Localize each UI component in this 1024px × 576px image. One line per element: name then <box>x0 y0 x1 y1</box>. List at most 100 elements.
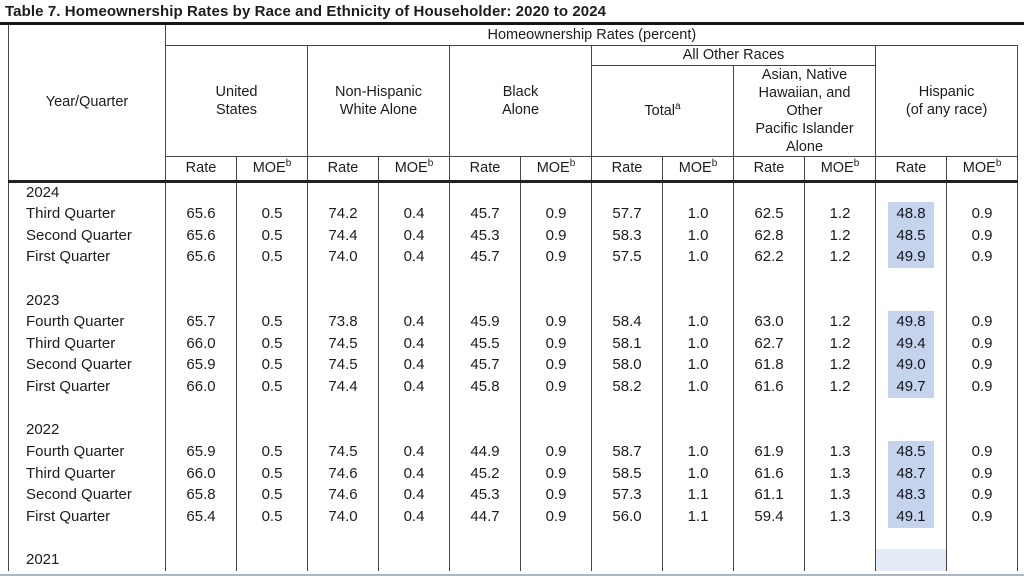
footnote-marker-b: b <box>285 158 292 170</box>
moe-cell: 1.3 <box>804 440 876 463</box>
moe-cell: 0.9 <box>945 332 1019 355</box>
quarter-label: Fourth Quarter <box>8 440 166 463</box>
rate-cell <box>875 289 947 311</box>
rate-cell <box>165 267 237 290</box>
moe-cell: 0.5 <box>236 224 308 246</box>
moe-cell: 0.4 <box>378 245 450 268</box>
moe-cell: 0.4 <box>378 440 450 463</box>
moe-cell: 0.9 <box>945 354 1019 376</box>
footnote-marker-a: a <box>675 100 681 112</box>
moe-cell <box>945 527 1019 549</box>
moe-cell: 0.4 <box>378 375 450 398</box>
moe-cell <box>378 397 450 420</box>
rate-cell: 48.7 <box>875 462 947 485</box>
footnote-marker-b: b <box>853 158 860 170</box>
rate-cell: 65.9 <box>165 440 237 463</box>
rate-cell: 66.0 <box>165 462 237 484</box>
rate-col-header: Rate <box>307 155 379 183</box>
rate-cell: 56.0 <box>591 505 663 528</box>
group-header-hispanic: Hispanic (of any race) <box>874 44 1019 157</box>
rate-cell <box>307 548 379 571</box>
moe-cell <box>662 527 734 549</box>
year-row: 2024 <box>8 181 1019 203</box>
rate-cell: 73.8 <box>307 310 379 333</box>
moe-cell: 0.5 <box>236 202 308 225</box>
moe-cell: 0.9 <box>945 440 1019 463</box>
rate-col-header: Rate <box>591 155 663 183</box>
group-header-non-hispanic-white: Non-Hispanic White Alone <box>307 44 450 157</box>
moe-cell <box>520 289 592 311</box>
moe-label: MOE <box>536 160 570 176</box>
group-header-united-states: United States <box>165 44 308 157</box>
moe-cell: 0.4 <box>378 462 450 484</box>
moe-cell: 1.2 <box>804 354 876 376</box>
footnote-marker-b: b <box>711 158 718 170</box>
moe-label: MOE <box>962 160 996 176</box>
rate-col-header: Rate <box>449 155 521 183</box>
moe-cell: 0.9 <box>945 375 1019 398</box>
rate-cell <box>449 289 521 311</box>
group-header-total: Totala <box>591 64 734 157</box>
moe-cell: 0.9 <box>945 483 1019 506</box>
rate-cell: 58.5 <box>591 462 663 484</box>
moe-cell: 0.4 <box>378 310 450 333</box>
moe-cell <box>520 181 592 203</box>
rate-cell <box>591 289 663 311</box>
quarter-row: Second Quarter 65.8 0.5 74.6 0.4 45.3 0.9 57.3 1… <box>8 483 1019 507</box>
moe-cell: 0.9 <box>520 440 592 463</box>
rate-cell: 45.9 <box>449 310 521 333</box>
moe-cell: 1.0 <box>662 224 734 246</box>
moe-cell <box>804 419 876 441</box>
moe-cell <box>236 548 308 571</box>
moe-cell <box>662 419 734 441</box>
rate-cell: 48.3 <box>875 483 947 507</box>
moe-cell <box>662 289 734 311</box>
rate-cell: 48.5 <box>875 224 947 247</box>
rate-cell <box>875 419 947 441</box>
rate-cell: 65.6 <box>165 245 237 268</box>
rate-cell: 74.5 <box>307 440 379 463</box>
group-label: Non-Hispanic White Alone <box>334 83 423 118</box>
year-label: 2022 <box>8 419 166 441</box>
moe-cell <box>662 397 734 420</box>
year-label: 2021 <box>8 548 166 571</box>
moe-cell <box>662 267 734 290</box>
rate-cell: 74.5 <box>307 354 379 376</box>
rate-cell: 65.8 <box>165 483 237 506</box>
moe-cell: 0.9 <box>520 245 592 268</box>
quarter-label: Third Quarter <box>8 202 166 225</box>
moe-cell: 0.9 <box>945 310 1019 333</box>
rate-col-header: Rate <box>733 155 805 183</box>
quarter-label: Fourth Quarter <box>8 310 166 333</box>
rate-cell: 74.0 <box>307 505 379 528</box>
rate-cell: 62.5 <box>733 202 805 225</box>
moe-cell: 0.5 <box>236 354 308 376</box>
quarter-row: Third Quarter 65.6 0.5 74.2 0.4 45.7 0.9 57.7 1.… <box>8 202 1019 225</box>
rate-cell: 65.6 <box>165 202 237 225</box>
quarter-row: Second Quarter 65.9 0.5 74.5 0.4 45.7 0.9 58.0 1… <box>8 353 1019 377</box>
rate-cell: 66.0 <box>165 332 237 355</box>
quarter-row: Fourth Quarter 65.7 0.5 73.8 0.4 45.9 0.9 58.4 1… <box>8 310 1019 334</box>
quarter-row: Third Quarter 66.0 0.5 74.5 0.4 45.5 0.9 58.1 1.… <box>8 332 1019 355</box>
rate-cell <box>449 397 521 420</box>
moe-cell: 0.5 <box>236 505 308 528</box>
moe-col-header: MOEb <box>662 155 734 183</box>
rate-cell <box>591 181 663 203</box>
highlighted-rate-value: 49.7 <box>888 375 934 399</box>
rate-cell: 45.3 <box>449 483 521 506</box>
quarter-label: Third Quarter <box>8 462 166 484</box>
highlighted-rate-value: 49.4 <box>888 332 934 355</box>
quarter-row: Second Quarter 65.6 0.5 74.4 0.4 45.3 0.9 58.3 1… <box>8 224 1019 247</box>
moe-cell <box>520 548 592 571</box>
rate-cell <box>307 397 379 420</box>
moe-cell: 0.9 <box>945 505 1019 528</box>
rate-cell <box>733 181 805 203</box>
moe-cell <box>662 181 734 203</box>
moe-cell <box>804 181 876 203</box>
rate-cell: 44.9 <box>449 440 521 463</box>
rate-cell <box>449 181 521 203</box>
quarter-label: First Quarter <box>8 245 166 268</box>
rate-cell: 45.7 <box>449 245 521 268</box>
moe-cell <box>378 548 450 571</box>
